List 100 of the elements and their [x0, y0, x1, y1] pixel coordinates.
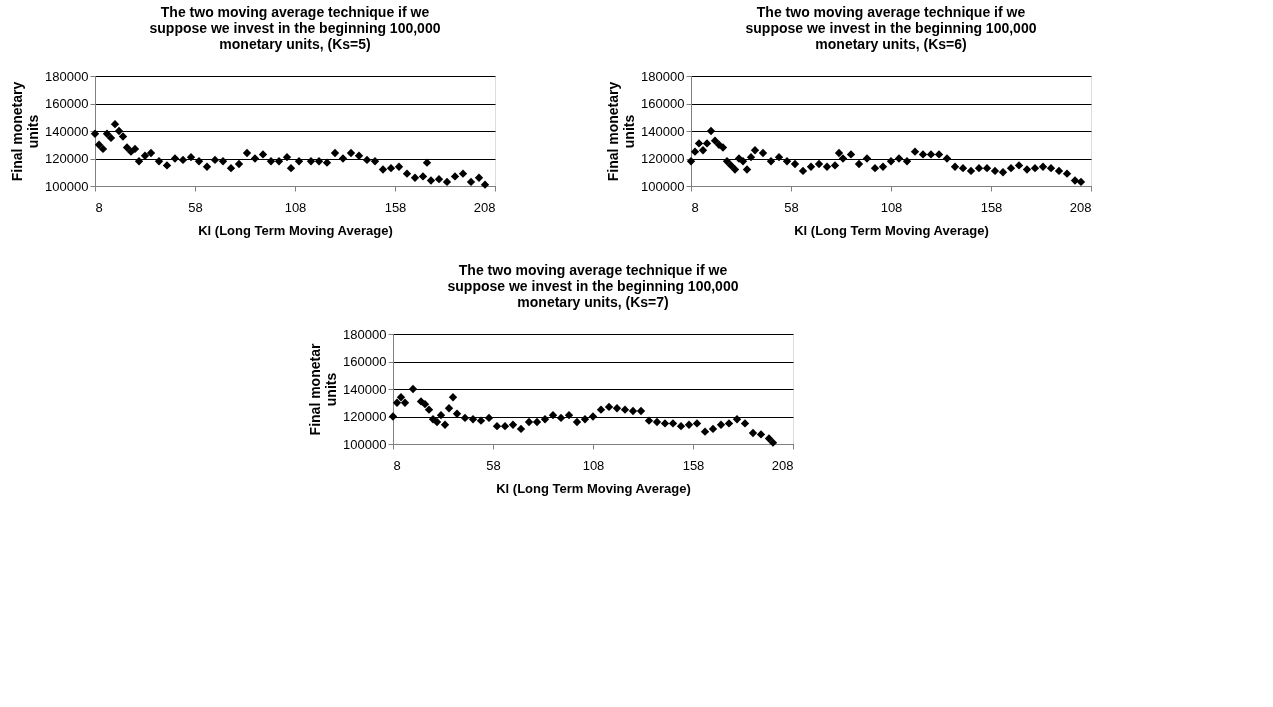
point: [98, 144, 108, 154]
point: [702, 139, 712, 148]
point: [218, 157, 228, 166]
point: [402, 169, 412, 178]
point: [806, 162, 816, 171]
point: [202, 162, 212, 171]
point: [902, 157, 912, 166]
point: [442, 177, 452, 187]
point: [854, 159, 864, 169]
point: [732, 415, 742, 424]
point: [322, 158, 332, 167]
point: [110, 119, 120, 129]
x-tick-label: 8: [393, 457, 401, 473]
point: [346, 148, 356, 158]
point: [698, 146, 708, 155]
point: [990, 166, 1000, 176]
x-tick-label: 58: [486, 457, 501, 473]
point: [440, 420, 450, 429]
point: [532, 417, 542, 427]
point: [764, 434, 774, 443]
point: [134, 157, 144, 166]
x-tick-label: 8: [691, 199, 699, 215]
chart-title: The two moving average technique if we suppose we invest in the beginning 100,000 monetary units, (Ks=7): [447, 262, 739, 310]
point: [604, 402, 614, 412]
y-axis-title: Final monetary units: [9, 81, 42, 182]
point: [588, 412, 598, 421]
y-tick-label: 100000: [343, 436, 387, 452]
x-tick-label: 158: [682, 457, 705, 473]
point: [886, 157, 896, 166]
point: [838, 154, 848, 163]
point: [934, 150, 944, 159]
point: [660, 419, 670, 428]
point: [814, 159, 824, 169]
point: [500, 421, 510, 431]
y-tick-label: 120000: [45, 151, 89, 166]
point: [846, 150, 856, 159]
point: [870, 163, 880, 173]
point: [452, 409, 462, 418]
point: [768, 438, 778, 447]
point: [700, 427, 710, 436]
point: [1022, 165, 1032, 174]
point: [118, 132, 128, 141]
point: [186, 152, 196, 162]
point: [466, 177, 476, 187]
point: [724, 419, 734, 428]
point: [492, 421, 502, 431]
point: [942, 154, 952, 163]
y-tick-label: 100000: [641, 178, 685, 194]
point: [774, 152, 784, 162]
x-axis-title: Kl (Long Term Moving Average): [198, 222, 393, 238]
point: [716, 420, 726, 429]
point: [354, 151, 364, 160]
point: [668, 419, 678, 428]
y-tick-label: 140000: [45, 123, 89, 139]
x-tick-label: 208: [771, 457, 794, 473]
point: [154, 157, 164, 166]
point: [540, 415, 550, 424]
point: [694, 139, 704, 148]
point: [706, 126, 716, 136]
point: [432, 417, 442, 427]
point: [730, 165, 740, 174]
point: [918, 150, 928, 159]
x-tick-label: 8: [95, 199, 103, 215]
point: [162, 161, 172, 170]
point: [710, 136, 720, 145]
point: [1046, 163, 1056, 173]
point: [572, 417, 582, 427]
x-tick-label: 158: [384, 199, 407, 215]
point: [1030, 163, 1040, 173]
point: [982, 163, 992, 173]
point: [410, 173, 420, 182]
point: [480, 180, 490, 189]
y-axis-title: Final monetary units: [605, 81, 638, 182]
point: [266, 157, 276, 166]
point: [314, 157, 324, 166]
point: [684, 420, 694, 429]
y-tick-label: 180000: [45, 68, 89, 84]
point: [524, 417, 534, 427]
point: [750, 146, 760, 155]
y-tick-label: 160000: [641, 96, 685, 111]
point: [620, 405, 630, 414]
point: [644, 416, 654, 425]
point: [862, 154, 872, 163]
chart-title: The two moving average technique if we suppose we invest in the beginning 100,000 monetary units, (Ks=5): [149, 4, 441, 52]
point: [420, 399, 430, 409]
point: [958, 163, 968, 173]
point: [548, 410, 558, 420]
chart-title: The two moving average technique if we suppose we invest in the beginning 100,000 monetary units, (Ks=6): [745, 4, 1037, 52]
x-tick-label: 108: [582, 457, 605, 473]
point: [388, 412, 398, 421]
point: [676, 421, 686, 431]
point: [628, 406, 638, 416]
x-tick-label: 208: [473, 199, 496, 215]
point: [258, 150, 268, 159]
point: [692, 419, 702, 428]
point: [474, 173, 484, 182]
point: [226, 163, 236, 173]
point: [596, 405, 606, 414]
point: [274, 157, 284, 166]
point: [194, 157, 204, 166]
